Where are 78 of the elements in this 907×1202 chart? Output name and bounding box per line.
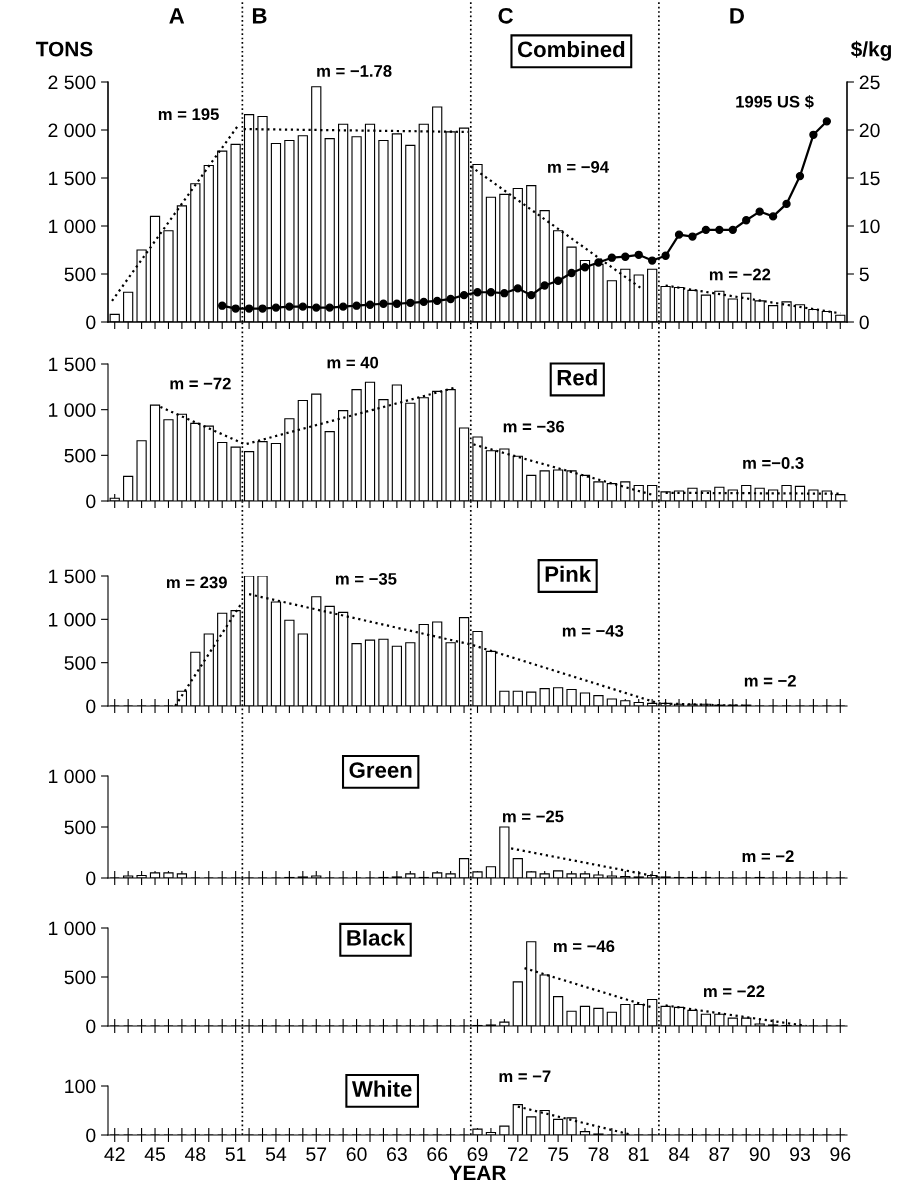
y-tick-label: 500: [64, 970, 96, 985]
x-axis-title: YEAR: [448, 1165, 507, 1181]
annotation: m = −72: [170, 377, 231, 390]
text: m = −1.78: [317, 65, 392, 77]
annotation: m = −43: [562, 624, 624, 637]
annotation: m = −2: [744, 674, 796, 687]
y-tick-label: 0: [86, 871, 96, 886]
annotation: m = −36: [503, 420, 565, 433]
x-tick-label: 54: [265, 1147, 287, 1162]
x-tick-label: 84: [669, 1147, 690, 1162]
text: m = −7: [499, 1070, 551, 1082]
y-tick-label: 1 000: [49, 921, 96, 936]
y2-axis-title: $/kg: [850, 40, 891, 61]
text: B: [252, 8, 267, 24]
y-tick-label: 2 500: [48, 75, 96, 90]
x-tick-label: 96: [830, 1147, 851, 1162]
annotation: m = 195: [158, 108, 219, 121]
y-tick-label: 1 000: [49, 219, 96, 234]
y-tick-label: 1 000: [49, 612, 96, 627]
x-tick-label: 42: [104, 1147, 125, 1161]
x-tick-label: 51: [225, 1147, 246, 1162]
y2-tick-label: 15: [860, 171, 880, 186]
x-tick-label: 69: [467, 1147, 488, 1162]
annotation: m =−0.3: [743, 457, 804, 469]
x-tick-label: 45: [144, 1147, 166, 1162]
x-tick-label: 66: [427, 1147, 448, 1162]
x-tick-label: 63: [387, 1147, 407, 1162]
y2-tick-label: 0: [859, 315, 869, 330]
y-tick-label: 500: [64, 820, 96, 835]
y-tick-label: 1 000: [49, 769, 96, 784]
y-tick-label: 0: [86, 494, 96, 509]
annotation: m = −25: [502, 810, 564, 823]
x-tick-label: 87: [709, 1147, 730, 1162]
x-tick-label: 57: [306, 1147, 327, 1162]
y-tick-label: 1 500: [49, 569, 96, 584]
annotation: 1995 US $: [736, 95, 814, 109]
x-tick-label: 78: [588, 1147, 609, 1162]
x-tick-label: 72: [507, 1147, 528, 1161]
y-tick-label: 1 500: [49, 357, 96, 372]
annotation: m = −2: [742, 850, 794, 862]
chart-title: Combined: [517, 40, 625, 58]
y-tick-label: 0: [86, 1019, 96, 1034]
chart-title: Black: [347, 929, 406, 946]
y-tick-label: 2 000: [48, 123, 96, 138]
text: D: [730, 8, 744, 24]
chart-title: White: [351, 1080, 412, 1097]
y-tick-label: 1 500: [49, 171, 96, 186]
text: C: [498, 7, 513, 24]
y-axis-title: TONS: [35, 41, 93, 57]
annotation: m = −35: [335, 572, 397, 585]
y2-tick-label: 20: [859, 123, 880, 138]
y-tick-label: 500: [64, 267, 96, 282]
y-tick-label: 100: [65, 1079, 96, 1094]
y2-tick-label: 10: [860, 219, 880, 234]
annotation: m = 40: [327, 356, 379, 369]
y-tick-label: 500: [64, 448, 96, 463]
chart-title: Green: [349, 762, 412, 778]
annotation: m = −22: [709, 268, 771, 281]
chart-title: Pink: [545, 565, 592, 582]
annotation: m = −94: [548, 161, 609, 173]
y-tick-label: 0: [86, 315, 96, 330]
y-tick-label: 1 000: [49, 403, 96, 417]
x-tick-label: 60: [346, 1147, 367, 1162]
x-tick-label: 81: [628, 1147, 649, 1162]
y-tick-label: 500: [64, 656, 96, 670]
x-tick-label: 90: [749, 1147, 770, 1162]
y2-tick-label: 25: [859, 75, 880, 90]
x-tick-label: 48: [184, 1147, 206, 1162]
annotation: m = −46: [553, 940, 615, 953]
y2-tick-label: 5: [859, 267, 869, 282]
annotation: m = −22: [703, 985, 765, 997]
y-tick-label: 0: [86, 699, 96, 714]
annotation: m = 239: [166, 576, 227, 589]
text: A: [169, 8, 185, 24]
x-tick-label: 75: [548, 1147, 569, 1162]
chart-title: Red: [557, 369, 597, 386]
x-tick-label: 93: [790, 1147, 810, 1162]
y-tick-label: 0: [86, 1128, 96, 1143]
